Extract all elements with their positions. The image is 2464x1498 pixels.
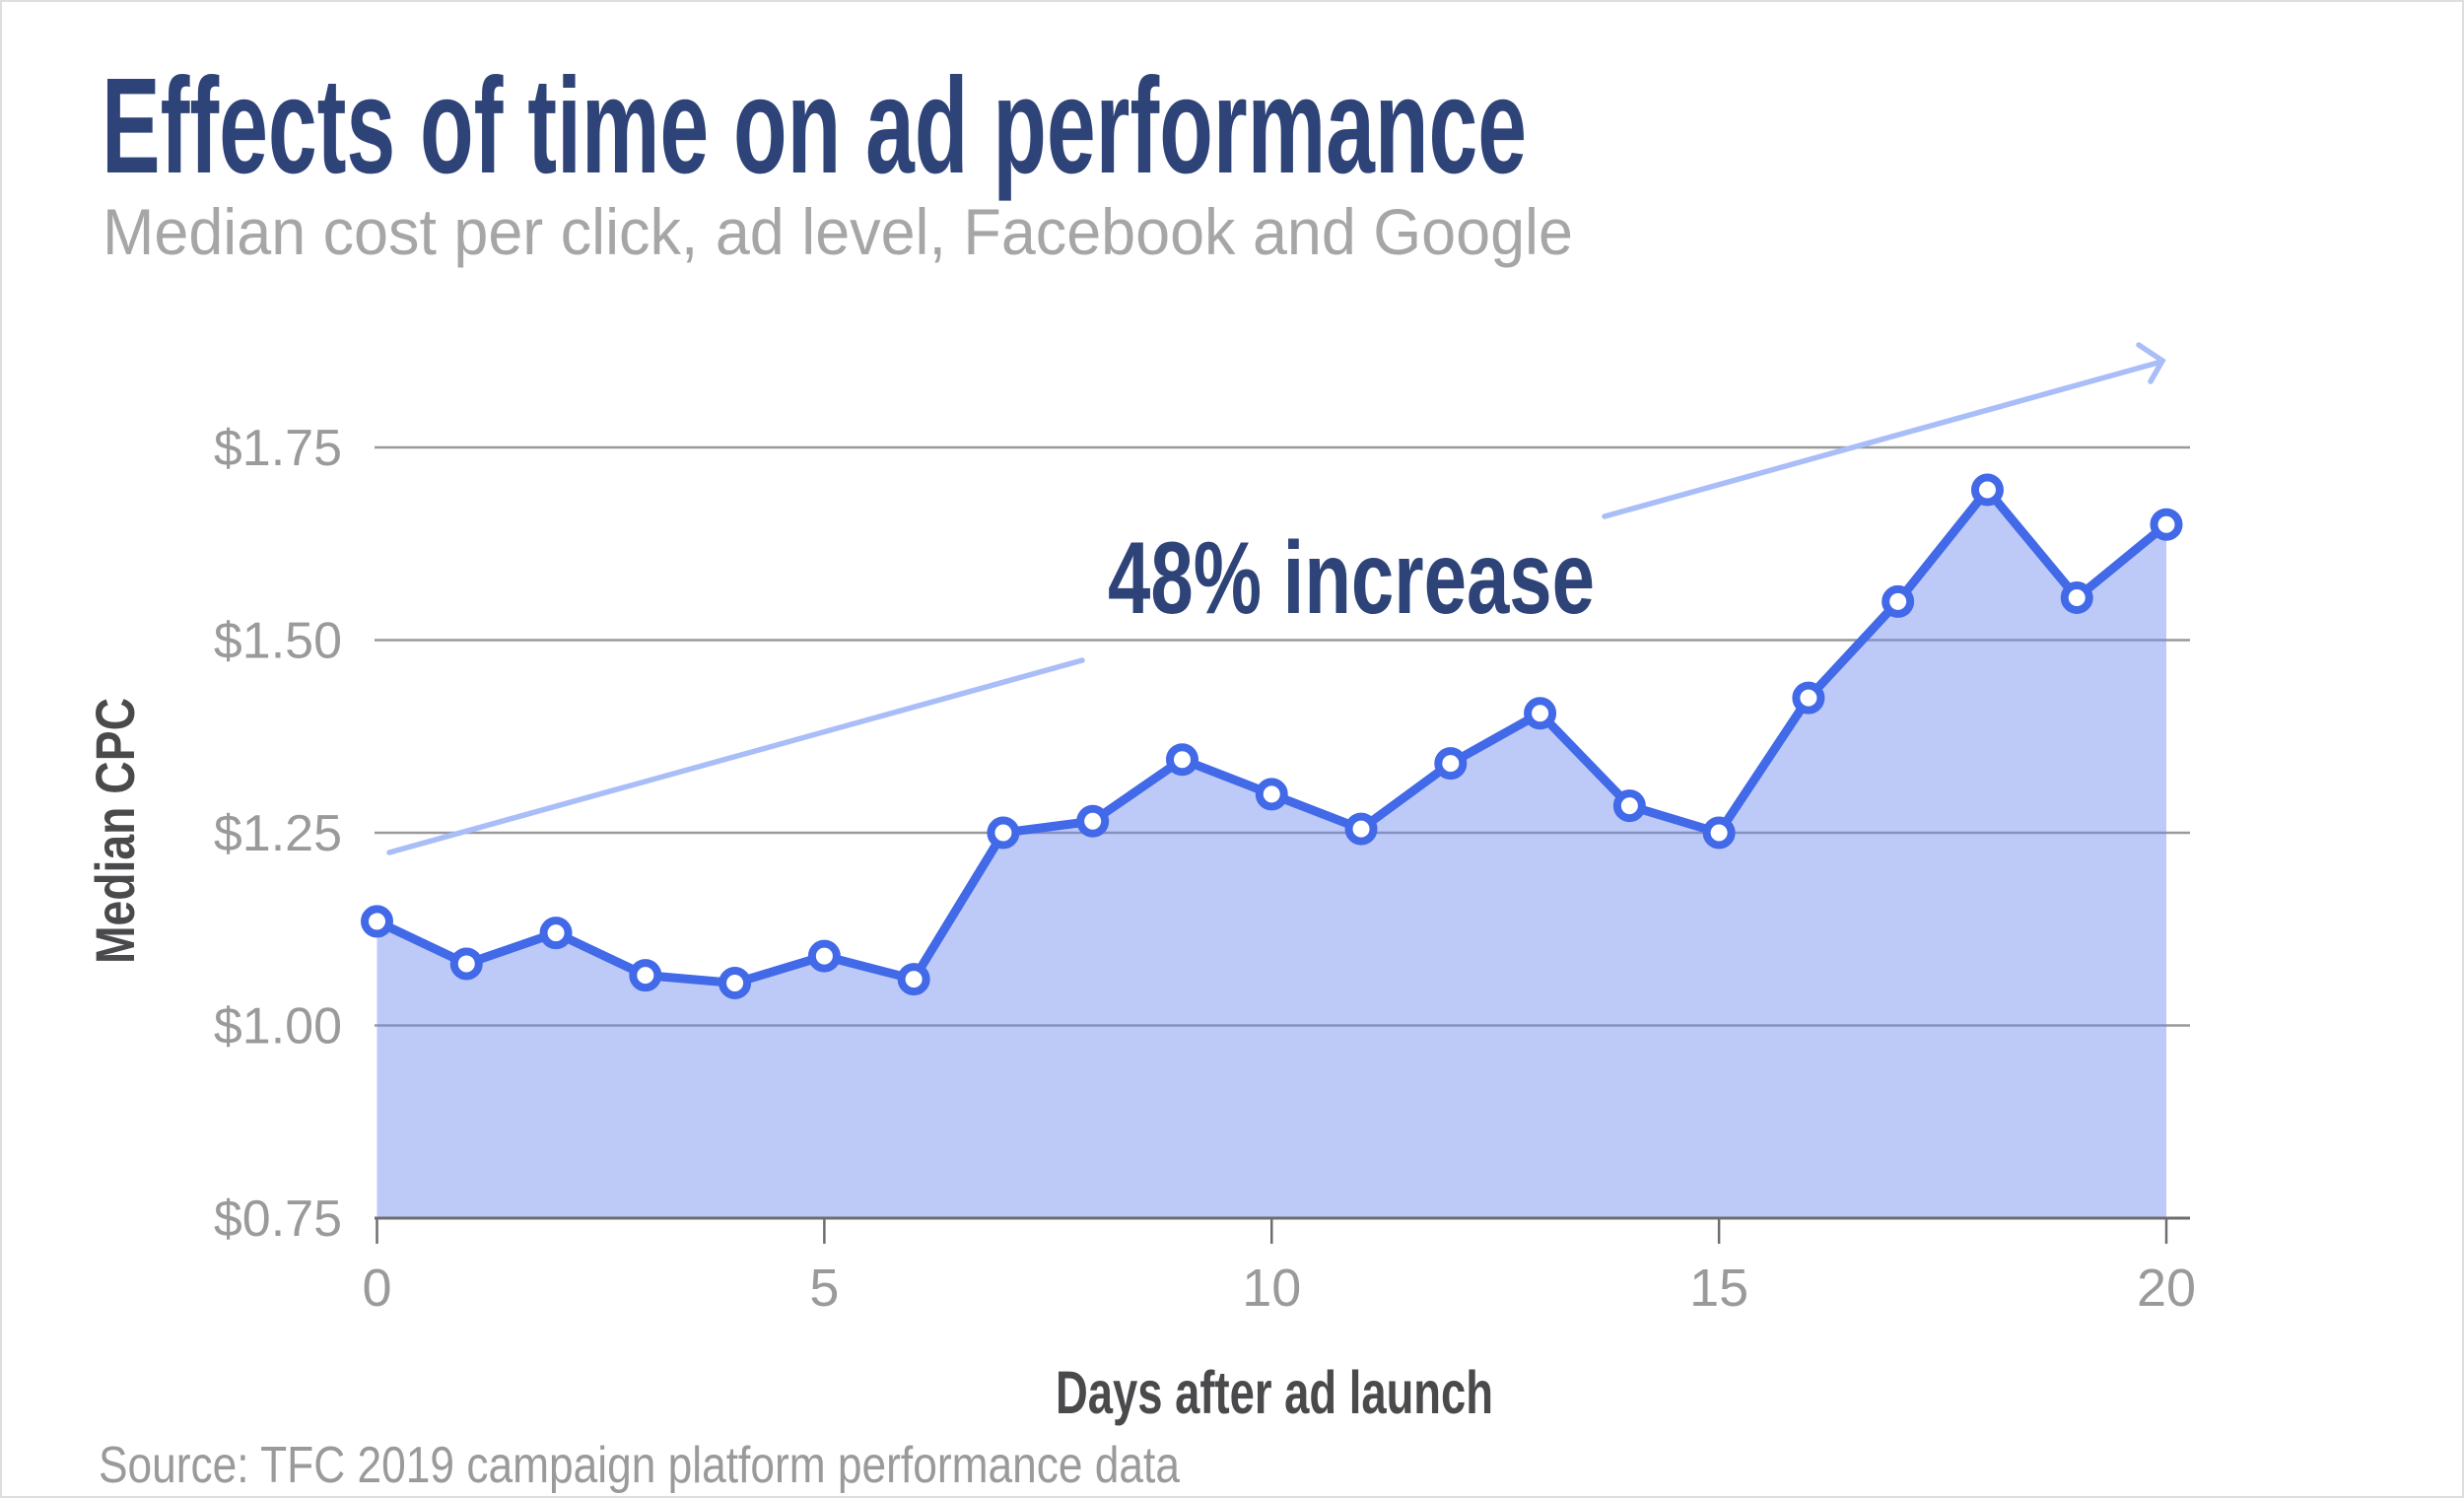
source-note: Source: TFC 2019 campaign platform perfo… [99, 1437, 1180, 1494]
x-tick-label: 10 [1242, 1259, 1301, 1318]
data-point-day-19 [2060, 580, 2093, 614]
y-tick-label: $1.00 [214, 998, 342, 1055]
data-point-day-1 [449, 947, 483, 981]
page-title: Effects of time on ad performance [102, 50, 1527, 202]
data-point-day-7 [987, 816, 1020, 850]
y-tick-label: $1.25 [214, 805, 342, 862]
cpc-area-fill [376, 490, 2166, 1218]
y-tick-label: $1.75 [214, 420, 342, 477]
data-point-day-5 [807, 939, 841, 973]
data-point-day-4 [719, 966, 752, 999]
data-point-day-8 [1076, 804, 1110, 838]
data-point-day-12 [1434, 747, 1468, 781]
data-point-day-11 [1344, 812, 1378, 846]
y-tick-label: $0.75 [214, 1191, 342, 1248]
x-axis-title: Days after ad launch [1056, 1359, 1493, 1426]
data-point-day-14 [1612, 789, 1646, 823]
data-point-day-17 [1882, 584, 1915, 618]
data-point-day-15 [1702, 816, 1736, 850]
data-point-day-16 [1792, 681, 1825, 715]
page-subtitle: Median cost per click, ad level, Faceboo… [103, 195, 1573, 268]
trend-arrow-segment-left [386, 657, 1085, 855]
data-point-day-0 [361, 905, 393, 938]
x-tick-label: 0 [362, 1259, 391, 1318]
y-axis-title: Median CPC [84, 698, 146, 964]
data-point-day-9 [1165, 743, 1198, 777]
trend-arrow-segment-right [1602, 359, 2164, 519]
x-tick-label: 5 [809, 1259, 839, 1318]
cpc-series [361, 473, 2183, 1218]
data-point-day-18 [1970, 473, 2004, 507]
gridlines: $1.75 $1.50 $1.25 $1.00 $0.75 [214, 420, 2190, 1248]
data-point-day-10 [1255, 778, 1288, 811]
x-tick-label: 20 [2137, 1259, 2196, 1318]
trend-arrowhead-icon [2136, 342, 2166, 384]
data-point-day-6 [897, 963, 930, 996]
trend-arrow [386, 342, 2166, 855]
increase-annotation: 48% increase [1108, 521, 1595, 636]
data-point-day-2 [539, 917, 573, 950]
data-point-day-20 [2150, 508, 2183, 541]
x-tick-label: 15 [1689, 1259, 1748, 1318]
data-point-day-13 [1524, 697, 1557, 730]
x-axis: 0 5 10 15 20 [362, 1216, 2196, 1318]
y-tick-label: $1.50 [214, 613, 342, 670]
data-point-day-3 [629, 959, 662, 992]
